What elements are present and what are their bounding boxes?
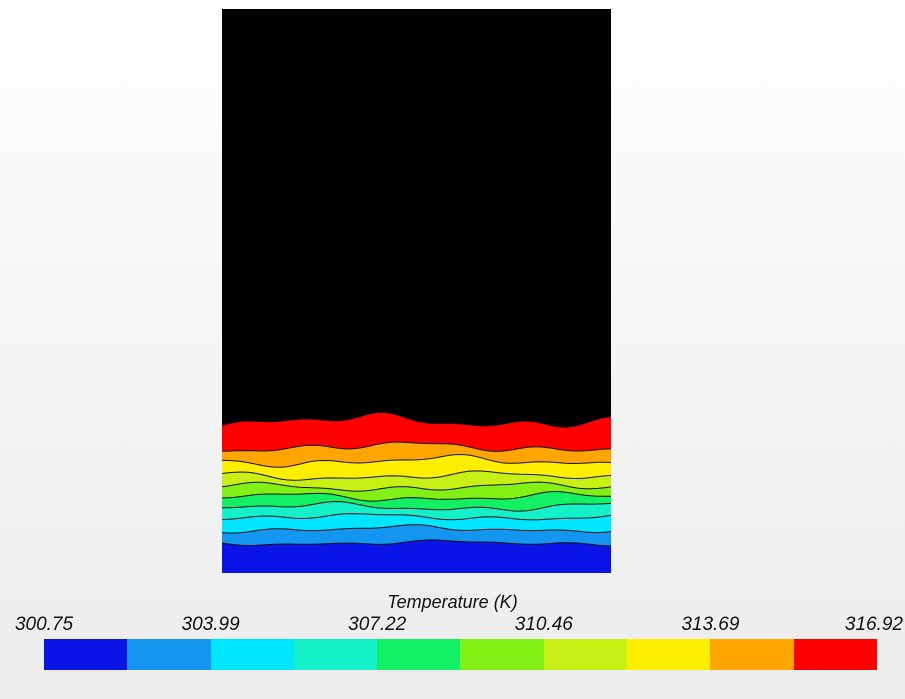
contour-line-4 bbox=[222, 500, 611, 512]
colorbar-swatch-3 bbox=[210, 639, 294, 670]
contour-band-11 bbox=[222, 9, 611, 428]
contour-line-10 bbox=[222, 411, 611, 428]
colorbar-tick-label: 303.99 bbox=[181, 614, 240, 635]
colorbar-swatch-5 bbox=[377, 639, 461, 670]
colorbar-tick-label: 300.75 bbox=[14, 614, 74, 635]
colorbar-swatch-7 bbox=[543, 639, 628, 670]
colorbar-swatch-1 bbox=[44, 639, 128, 670]
contour-line-2 bbox=[222, 524, 611, 534]
contour-field bbox=[222, 9, 611, 573]
colorbar-tick-label: 313.69 bbox=[681, 614, 740, 635]
colorbar-swatch-10 bbox=[793, 639, 877, 670]
colorbar-swatch-8 bbox=[627, 639, 711, 670]
contour-line-1 bbox=[222, 539, 611, 547]
colorbar-swatch-4 bbox=[293, 639, 378, 670]
contour-line-3 bbox=[222, 513, 611, 521]
contour-line-8 bbox=[222, 453, 611, 468]
colorbar-tick-label: 307.22 bbox=[348, 614, 407, 635]
colorbar-title: Temperature (K) bbox=[387, 592, 518, 612]
colorbar-swatch-9 bbox=[710, 639, 794, 670]
contour-line-6 bbox=[222, 481, 611, 492]
colorbar-tick-label: 310.46 bbox=[514, 614, 573, 635]
colorbar bbox=[44, 639, 877, 670]
contour-line-7 bbox=[222, 470, 611, 481]
colorbar-swatch-6 bbox=[460, 639, 544, 670]
contour-line-9 bbox=[222, 441, 611, 452]
colorbar-tick-label: 316.92 bbox=[844, 614, 903, 635]
contour-line-5 bbox=[222, 491, 611, 502]
colorbar-swatch-2 bbox=[127, 639, 211, 670]
